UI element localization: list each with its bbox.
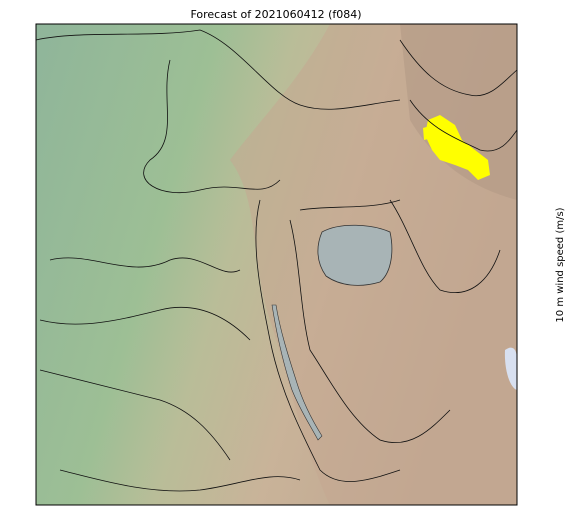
contour: [255, 199, 401, 482]
contour: [36, 29, 401, 110]
contour: [39, 369, 231, 461]
contour: [389, 199, 501, 293]
lake-tanganyika: [271, 304, 323, 441]
contour: [59, 469, 301, 492]
highlands: [400, 24, 517, 200]
ocean: [504, 347, 517, 390]
lake-victoria: [317, 224, 393, 286]
map: [36, 24, 517, 505]
title: Forecast of 2021060412 (f084): [190, 8, 361, 21]
wind-speed-area: [423, 126, 432, 140]
contour: [39, 306, 251, 341]
wind-speed-area: [425, 115, 490, 180]
colorbar-label: 10 m wind speed (m/s): [555, 207, 566, 322]
contour: [399, 39, 517, 97]
map-frame: [35, 23, 518, 506]
contour: [289, 219, 451, 444]
contour: [409, 99, 517, 152]
contour: [143, 59, 281, 194]
contour: [49, 257, 241, 273]
contour: [299, 199, 401, 211]
